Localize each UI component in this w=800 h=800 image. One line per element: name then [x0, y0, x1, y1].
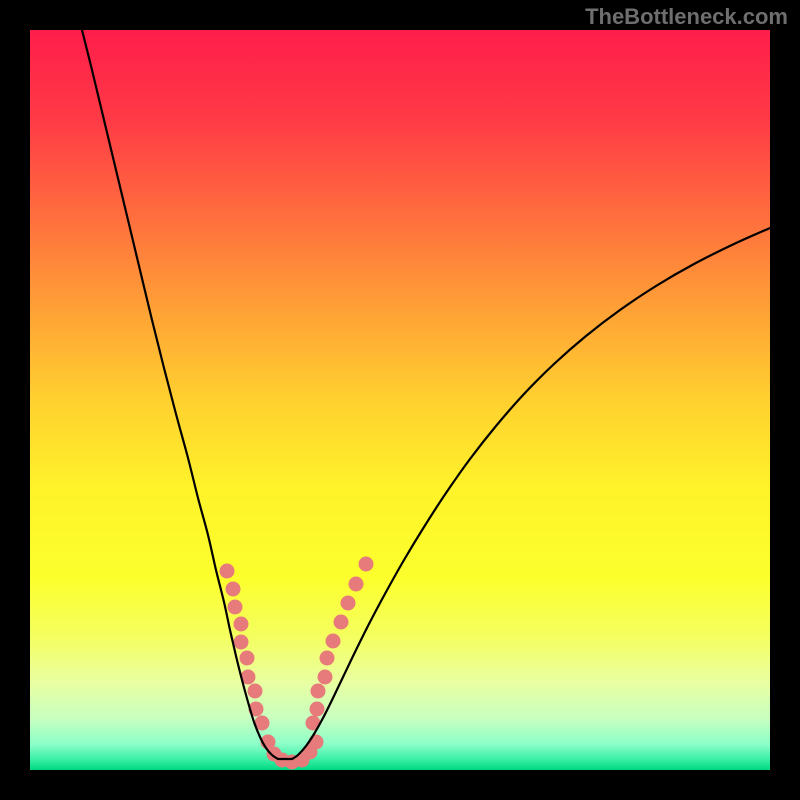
data-marker	[320, 651, 335, 666]
data-marker	[228, 600, 243, 615]
chart-frame: TheBottleneck.com	[0, 0, 800, 800]
data-marker	[248, 684, 263, 699]
data-marker	[341, 596, 356, 611]
data-marker	[234, 617, 249, 632]
right-curve	[292, 228, 770, 759]
plot-area	[30, 30, 770, 770]
data-marker	[220, 564, 235, 579]
data-marker	[309, 735, 324, 750]
data-marker	[326, 634, 341, 649]
data-marker	[311, 684, 326, 699]
chart-svg	[30, 30, 770, 770]
data-marker	[226, 582, 241, 597]
left-curve	[82, 30, 278, 759]
watermark-text: TheBottleneck.com	[585, 4, 788, 30]
data-marker	[310, 702, 325, 717]
data-marker	[234, 635, 249, 650]
data-marker	[240, 651, 255, 666]
data-marker	[334, 615, 349, 630]
data-marker	[359, 557, 374, 572]
data-marker	[349, 577, 364, 592]
data-marker	[318, 670, 333, 685]
curve-group	[82, 30, 770, 759]
